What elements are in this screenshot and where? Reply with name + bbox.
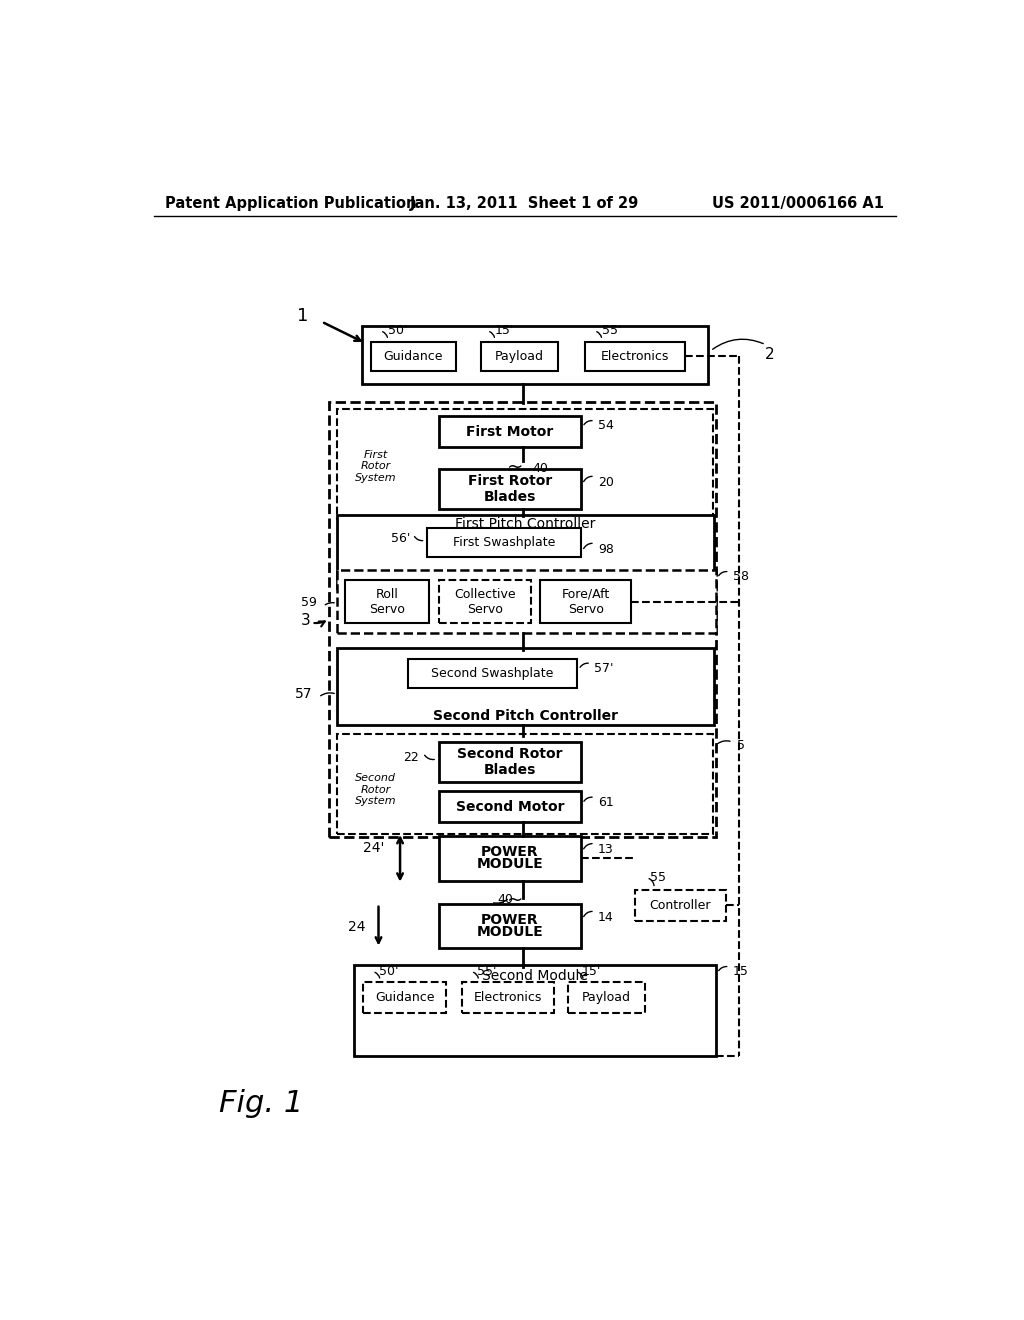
Bar	[330, 401, 716, 837]
Text: Electronics: Electronics	[474, 991, 542, 1005]
Bar	[337, 409, 713, 520]
Text: 54: 54	[598, 418, 613, 432]
Bar	[337, 570, 716, 634]
Bar	[541, 581, 631, 623]
Text: Guidance: Guidance	[375, 991, 434, 1005]
Text: Second Swashplate: Second Swashplate	[431, 667, 554, 680]
Text: Fore/Aft
Servo: Fore/Aft Servo	[561, 587, 609, 616]
Text: First Pitch Controller: First Pitch Controller	[456, 517, 596, 531]
Bar	[438, 836, 581, 880]
Bar	[585, 342, 685, 371]
Text: Collective
Servo: Collective Servo	[454, 587, 515, 616]
Text: Jan. 13, 2011  Sheet 1 of 29: Jan. 13, 2011 Sheet 1 of 29	[411, 195, 639, 211]
Text: 20: 20	[598, 477, 613, 490]
Text: US 2011/0006166 A1: US 2011/0006166 A1	[713, 195, 885, 211]
Text: 40: 40	[532, 462, 549, 475]
Bar	[438, 416, 581, 447]
Text: ~: ~	[507, 891, 523, 909]
Bar	[438, 792, 581, 822]
Text: Guidance: Guidance	[383, 350, 443, 363]
Text: ~: ~	[507, 458, 523, 477]
Bar	[408, 659, 578, 688]
Text: 24: 24	[348, 920, 366, 933]
Text: 61: 61	[598, 796, 613, 809]
Bar	[635, 890, 726, 921]
Text: Second Rotor
Blades: Second Rotor Blades	[457, 747, 562, 777]
Text: 13: 13	[598, 843, 613, 857]
Text: Second Motor: Second Motor	[456, 800, 564, 813]
Bar	[462, 982, 554, 1014]
Text: Electronics: Electronics	[601, 350, 669, 363]
Text: POWER: POWER	[481, 845, 539, 859]
Text: First Motor: First Motor	[466, 425, 553, 438]
Bar	[354, 965, 716, 1056]
Text: Patent Application Publication: Patent Application Publication	[165, 195, 417, 211]
Text: 15': 15'	[582, 965, 601, 978]
Bar	[337, 515, 714, 589]
Text: Controller: Controller	[649, 899, 711, 912]
Text: 57: 57	[295, 688, 312, 701]
Text: 15: 15	[733, 965, 749, 978]
Text: 40: 40	[498, 892, 514, 906]
Text: First Swashplate: First Swashplate	[453, 536, 555, 549]
Text: Fig. 1: Fig. 1	[219, 1089, 303, 1118]
Text: 2: 2	[765, 347, 774, 362]
Bar	[364, 982, 446, 1014]
Text: Second
Rotor
System: Second Rotor System	[354, 774, 396, 807]
Text: 1: 1	[297, 308, 308, 325]
Text: Second Module: Second Module	[482, 969, 588, 983]
Text: 57': 57'	[594, 661, 613, 675]
Text: 5: 5	[736, 739, 744, 751]
Bar	[438, 742, 581, 781]
Text: Payload: Payload	[495, 350, 544, 363]
Text: 3: 3	[301, 612, 311, 628]
Text: 55': 55'	[477, 965, 497, 978]
Text: MODULE: MODULE	[476, 925, 543, 940]
Bar	[438, 904, 581, 949]
Text: First Rotor
Blades: First Rotor Blades	[468, 474, 552, 504]
Text: 98: 98	[598, 543, 613, 556]
Bar	[568, 982, 645, 1014]
Bar	[438, 581, 531, 623]
Bar	[361, 326, 708, 384]
Bar	[337, 648, 714, 725]
Text: First
Rotor
System: First Rotor System	[354, 450, 396, 483]
Text: POWER: POWER	[481, 913, 539, 927]
Text: 50': 50'	[379, 965, 398, 978]
Bar	[438, 469, 581, 508]
Bar	[371, 342, 456, 371]
Text: 58: 58	[733, 570, 749, 583]
Text: 50': 50'	[388, 325, 408, 338]
Text: 14: 14	[598, 911, 613, 924]
Text: 15': 15'	[495, 325, 514, 338]
Text: Roll
Servo: Roll Servo	[369, 587, 404, 616]
Text: Payload: Payload	[582, 991, 631, 1005]
Bar	[481, 342, 558, 371]
Text: 55: 55	[650, 871, 667, 884]
Text: 59: 59	[301, 597, 316, 610]
Text: 22: 22	[403, 751, 419, 764]
Bar	[427, 528, 581, 557]
Text: 24': 24'	[364, 841, 385, 854]
Text: MODULE: MODULE	[476, 858, 543, 871]
Text: Second Pitch Controller: Second Pitch Controller	[433, 709, 618, 723]
Bar	[337, 734, 713, 834]
Bar	[345, 581, 429, 623]
Text: 55': 55'	[602, 325, 622, 338]
Text: 56': 56'	[391, 532, 410, 545]
